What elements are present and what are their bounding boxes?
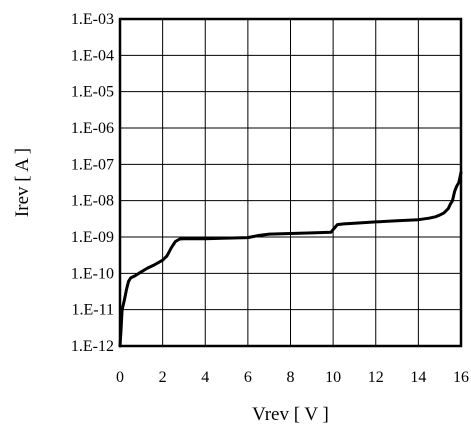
plot-frame xyxy=(118,17,463,348)
x-tick-label: 16 xyxy=(453,369,469,386)
x-tick-label: 8 xyxy=(287,369,295,386)
data-line xyxy=(118,170,463,348)
x-tick-label: 2 xyxy=(159,369,167,386)
y-tick-label: 1.E-09 xyxy=(71,229,114,246)
y-axis-tick-labels: 1.E-12 1.E-11 1.E-10 1.E-09 1.E-08 1.E-07 1.E-… xyxy=(71,11,114,355)
y-tick-label: 1.E-08 xyxy=(71,193,114,210)
y-tick-label: 1.E-04 xyxy=(71,47,114,64)
x-axis-label: Vrev [ V ] xyxy=(252,404,329,425)
y-tick-label: 1.E-10 xyxy=(71,265,114,282)
y-axis-label: Irev [ A ] xyxy=(12,148,33,217)
x-tick-label: 12 xyxy=(368,369,384,386)
grid xyxy=(119,18,462,347)
x-tick-label: 6 xyxy=(244,369,252,386)
x-tick-label: 14 xyxy=(410,369,426,386)
y-tick-label: 1.E-03 xyxy=(71,11,114,28)
y-tick-label: 1.E-06 xyxy=(71,120,114,137)
x-tick-label: 4 xyxy=(201,369,209,386)
x-tick-label: 10 xyxy=(325,369,341,386)
y-tick-label: 1.E-05 xyxy=(71,84,114,101)
y-tick-label: 1.E-11 xyxy=(71,302,114,319)
x-axis-tick-labels: 0 2 4 6 8 10 12 14 16 xyxy=(116,369,469,386)
x-tick-label: 0 xyxy=(116,369,124,386)
y-tick-label: 1.E-12 xyxy=(71,338,114,355)
y-tick-label: 1.E-07 xyxy=(71,156,114,173)
